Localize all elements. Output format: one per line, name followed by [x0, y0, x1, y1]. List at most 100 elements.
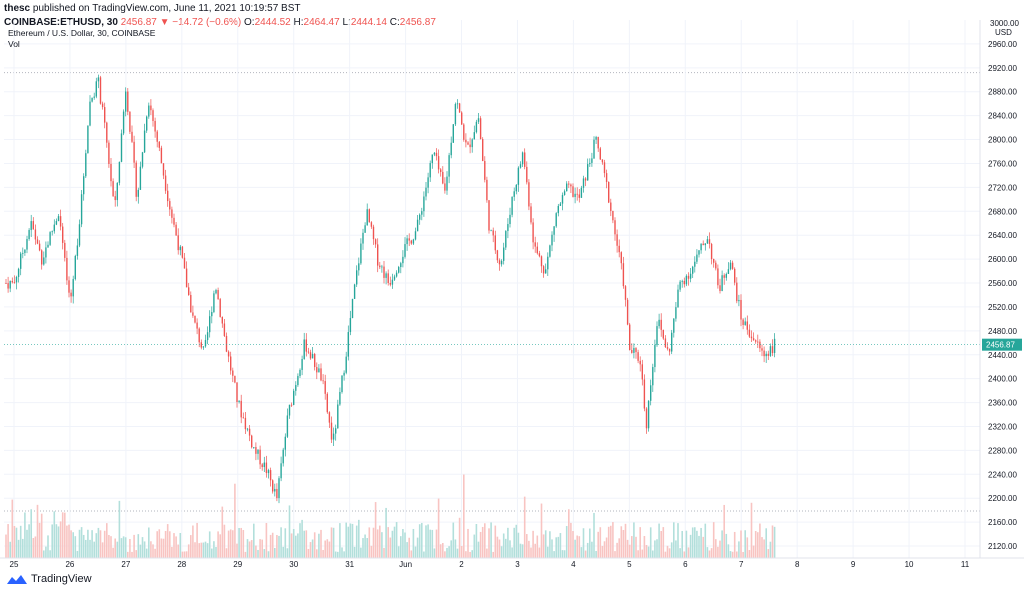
candle-body [635, 348, 637, 353]
volume-bar [278, 535, 280, 558]
volume-bar [200, 542, 203, 558]
volume-bar [124, 537, 127, 558]
author-name[interactable]: thesc [4, 3, 31, 14]
candle-body [463, 124, 465, 140]
candle-body [131, 131, 133, 142]
volume-bar [773, 526, 776, 558]
candle-body [70, 292, 72, 297]
footer-brand[interactable]: TradingView [6, 573, 92, 585]
volume-bar [227, 530, 230, 558]
open-value: 2444.52 [254, 17, 291, 28]
volume-bar [635, 536, 637, 558]
candle-body [404, 244, 406, 257]
candle-body [135, 162, 137, 197]
volume-bar [362, 538, 364, 558]
volume-bar [206, 543, 209, 558]
candle-body [702, 243, 704, 246]
price-chart[interactable]: 2456.87 2120.002160.002200.002240.002280… [0, 20, 1024, 570]
x-tick-label: 27 [121, 560, 130, 569]
volume-bar [59, 521, 62, 558]
candle-body [278, 478, 280, 499]
volume-bar [238, 528, 240, 558]
candle-body [347, 332, 349, 357]
volume-bar [484, 523, 486, 558]
volume-bar [324, 540, 326, 558]
volume-bar [181, 551, 184, 558]
candle-body [566, 183, 568, 192]
candle-body [769, 346, 772, 356]
volume-bar [145, 548, 148, 558]
volume-bar [318, 533, 320, 558]
volume-bar [337, 551, 339, 558]
volume-bar [173, 533, 175, 558]
candle-body [761, 348, 763, 351]
volume-bar [442, 542, 444, 558]
candle-body [752, 338, 755, 341]
candle-body [687, 275, 690, 279]
candle-body [395, 272, 398, 277]
candle-body [45, 247, 47, 258]
volume-bar [549, 531, 551, 558]
volume-bar [540, 503, 543, 558]
x-tick-label: 26 [65, 560, 74, 569]
volume-bar [150, 541, 152, 558]
candle-body [410, 240, 412, 244]
volume-bar [38, 522, 41, 558]
volume-bar [742, 551, 744, 558]
time-axis[interactable]: 25 26 27 28 29 30 31 Jun 2 3 4 5 6 7 8 9 10 11 [0, 557, 1024, 569]
volume-bar [649, 527, 652, 558]
candle-body [694, 261, 696, 267]
candle-body [507, 224, 509, 232]
candle-body [643, 379, 646, 409]
candle-body [568, 183, 570, 185]
candle-body [618, 245, 620, 253]
volume-bar [68, 524, 70, 558]
candle-body [479, 118, 482, 140]
candle-body [318, 368, 320, 373]
candle-body [374, 239, 377, 245]
volume-bar [578, 536, 581, 558]
candle-body [7, 283, 9, 289]
candle-body [408, 238, 410, 241]
candle-body [675, 307, 677, 319]
volume-bar [658, 523, 660, 558]
candle-body [740, 299, 742, 320]
chart-grid [4, 20, 980, 558]
candlesticks[interactable] [5, 74, 776, 504]
volume-bar [383, 547, 385, 558]
volume-bar [110, 536, 112, 558]
published-info: published on TradingView.com, June 11, 2… [32, 3, 301, 14]
volume-bar [576, 535, 578, 558]
volume-bar [427, 524, 429, 558]
y-tick-label: 2560.00 [988, 279, 1017, 288]
volume-bar [582, 528, 585, 558]
volume-bar [771, 525, 774, 558]
candle-body [152, 110, 154, 121]
candle-body [767, 353, 769, 356]
price-axis[interactable]: 2120.00 2160.00 2200.00 2240.00 2280.00 2320.… [979, 20, 1019, 558]
volume-bar [448, 546, 450, 558]
x-tick-label: 25 [10, 560, 19, 569]
footer-brand-label: TradingView [31, 573, 92, 585]
volume-bar [586, 542, 589, 558]
candle-body [503, 247, 505, 261]
candle-body [587, 164, 589, 181]
candle-body [601, 159, 604, 163]
volume-bar [282, 546, 284, 558]
volume-bar [34, 536, 37, 558]
volume-bar [5, 534, 7, 558]
volume-bar [717, 546, 719, 558]
volume-bar [712, 522, 715, 558]
volume-bar [366, 538, 368, 558]
volume-bar [311, 539, 314, 558]
volume-bar [80, 527, 83, 558]
volume-bar [154, 548, 156, 558]
candle-body [154, 120, 156, 132]
volume-bar [402, 529, 404, 558]
volume-bar [353, 546, 356, 558]
volume-bar [683, 551, 686, 558]
volume-bar [584, 550, 587, 558]
candle-body [324, 381, 326, 394]
volume-bar [631, 536, 633, 558]
volume-bar [612, 522, 614, 558]
